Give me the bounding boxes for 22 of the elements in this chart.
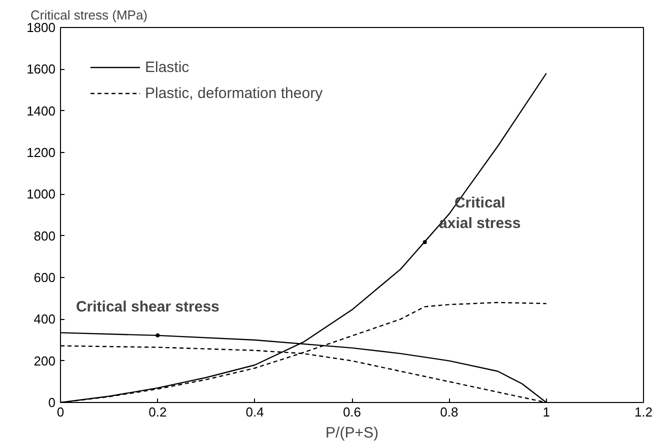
y-tick-label: 600 — [34, 270, 56, 285]
x-tick-label: 1 — [542, 404, 550, 420]
y-tick-label: 1200 — [26, 145, 56, 160]
y-tick-label: 1000 — [26, 186, 56, 202]
x-tick-label: 0.8 — [440, 404, 458, 420]
legend-label: Plastic, deformation theory — [145, 84, 323, 102]
legend-label: Elastic — [145, 58, 190, 76]
annotation: Critical axial stress — [439, 194, 521, 232]
y-tick-label: 400 — [34, 312, 56, 327]
annotation: Critical shear stress — [76, 298, 220, 316]
x-tick-label: 0.6 — [342, 404, 362, 420]
x-tick-label: 1.2 — [634, 404, 653, 420]
y-tick-label: 0 — [48, 395, 56, 410]
y-tick-label: 1800 — [26, 20, 56, 35]
x-tick-label: 0.2 — [148, 404, 167, 420]
y-tick-label: 1400 — [26, 103, 56, 118]
y-tick-label: 1600 — [26, 62, 56, 77]
x-tick-label: 0.4 — [246, 404, 264, 420]
y-tick-label: 200 — [34, 353, 56, 368]
y-axis-title: Critical stress (MPa) — [30, 8, 148, 22]
x-axis-title: P/(P+S) — [326, 424, 378, 442]
y-tick-label: 800 — [34, 228, 56, 244]
